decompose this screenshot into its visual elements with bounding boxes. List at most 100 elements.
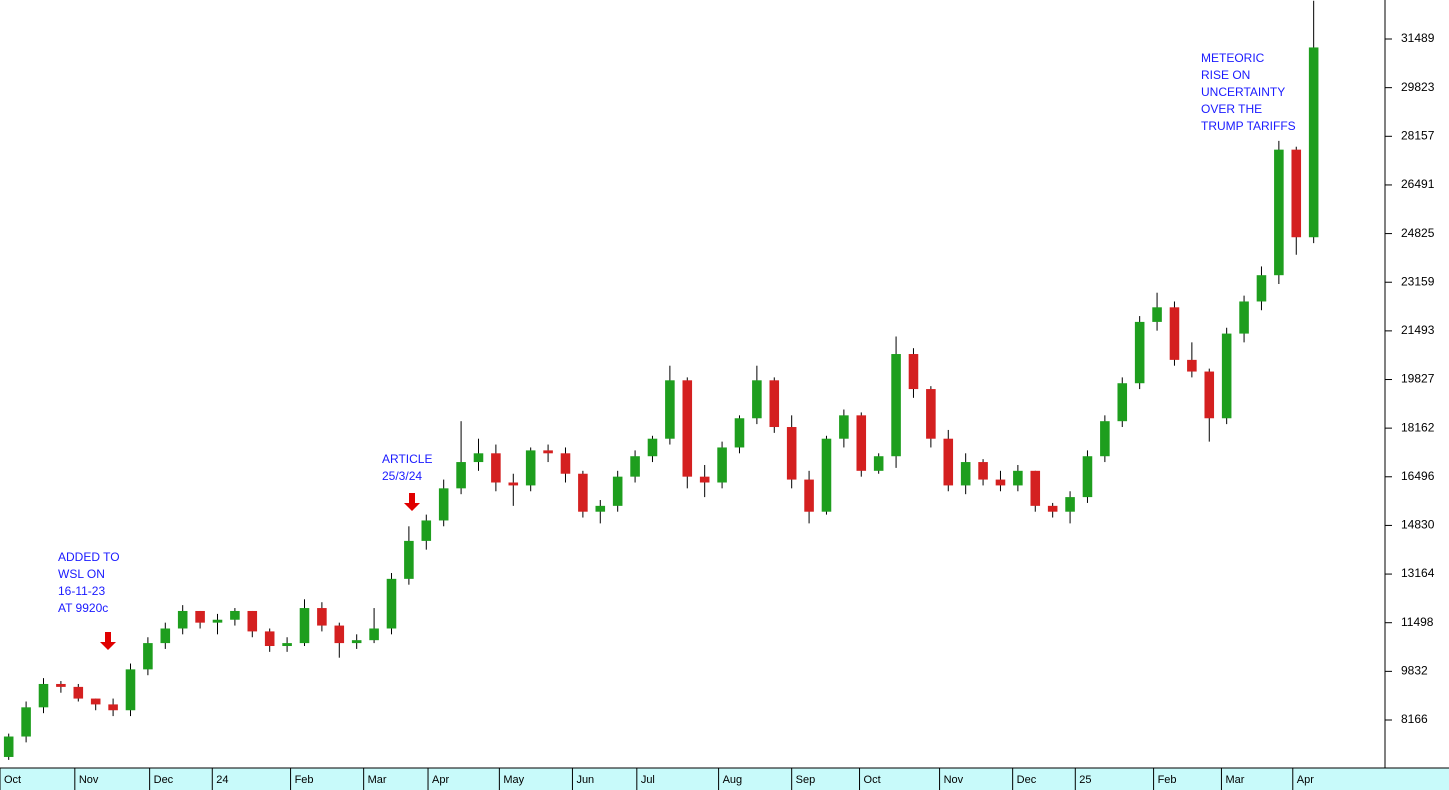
candle-body [873, 456, 884, 471]
candle-body [1082, 456, 1093, 498]
candle-body [1134, 321, 1145, 384]
y-tick-label: 9832 [1401, 664, 1428, 678]
candle-body [560, 453, 571, 474]
candle-body [317, 608, 327, 626]
x-tick-label: Dec [154, 774, 174, 786]
y-tick-label: 24825 [1401, 226, 1435, 240]
candle-body [3, 736, 14, 757]
y-tick-label: 31489 [1401, 31, 1435, 45]
candle-body [995, 479, 1006, 486]
candle-body [1256, 275, 1267, 302]
candle-body [473, 453, 484, 463]
candle-body [282, 643, 292, 647]
candle-body [404, 540, 414, 579]
candle-body [1117, 383, 1128, 422]
candle-body [943, 438, 954, 486]
candle-body [1239, 301, 1249, 334]
candle-body [143, 643, 153, 670]
y-tick-label: 28157 [1401, 128, 1435, 142]
candle-body [299, 608, 310, 644]
candle-body [1013, 470, 1023, 486]
x-tick-label: Dec [1017, 774, 1037, 786]
candle-body [1100, 421, 1110, 457]
y-tick-label: 29823 [1401, 80, 1435, 94]
candle-body [682, 380, 693, 477]
arrow [404, 493, 420, 511]
x-tick-label: Oct [864, 774, 881, 786]
x-tick-label: Feb [1158, 774, 1177, 786]
arrow [100, 632, 116, 650]
candle-body [369, 628, 379, 641]
x-tick-label: Nov [944, 774, 964, 786]
x-tick-label: Oct [4, 774, 21, 786]
candle-body [630, 456, 640, 477]
x-tick-label: Mar [368, 774, 387, 786]
candle-body [177, 610, 188, 629]
annotation-text: METEORIC [1201, 51, 1265, 65]
y-tick-label: 18162 [1401, 420, 1435, 434]
candle-body [769, 380, 780, 428]
x-tick-label: Aug [723, 774, 743, 786]
annotation-text: WSL ON [58, 567, 105, 581]
annotation-text: RISE ON [1201, 68, 1250, 82]
candle-body [595, 505, 606, 512]
x-tick-label: 25 [1079, 774, 1091, 786]
y-tick-label: 26491 [1401, 177, 1435, 191]
candle-body [699, 476, 710, 483]
annotation-text: OVER THE [1201, 102, 1262, 116]
candle-body [56, 683, 66, 687]
candle-body [856, 415, 867, 471]
candle-body [786, 427, 797, 480]
y-tick-label: 13164 [1401, 566, 1435, 580]
x-tick-label: Nov [79, 774, 99, 786]
candle-body [508, 482, 519, 486]
candle-body [926, 389, 936, 439]
x-tick-label: Sep [796, 774, 816, 786]
candle-body [1291, 149, 1302, 238]
candle-body [612, 476, 623, 506]
arrows [100, 493, 420, 650]
y-tick-label: 8166 [1401, 712, 1428, 726]
candle-body [525, 450, 536, 486]
x-tick-label: Apr [1297, 774, 1314, 786]
x-tick-label: Mar [1225, 774, 1244, 786]
candle-body [891, 354, 901, 457]
candle-body [960, 462, 971, 486]
annotation-text: 25/3/24 [382, 469, 422, 483]
y-tick-label: 14830 [1401, 518, 1435, 532]
candle-body [264, 631, 275, 647]
candle-body [125, 669, 136, 711]
candle-body [386, 578, 397, 629]
candle-body [1204, 371, 1215, 419]
candle-body [1308, 47, 1319, 238]
candle-body [421, 520, 432, 541]
annotation-text: ARTICLE [382, 452, 432, 466]
candle-body [1169, 307, 1180, 360]
x-tick-label: 24 [216, 774, 228, 786]
candle-body [456, 462, 466, 489]
candle-body [1274, 149, 1284, 276]
candle-body [491, 453, 501, 483]
annotation-text: ADDED TO [58, 550, 120, 564]
candle-body [839, 415, 849, 439]
candle-body [212, 619, 223, 623]
x-tick-label: May [503, 774, 524, 786]
y-tick-label: 16496 [1401, 469, 1435, 483]
candle-body [1187, 359, 1197, 372]
x-tick-label: Feb [295, 774, 314, 786]
candle-body [108, 704, 118, 711]
candle-body [160, 628, 171, 644]
candle-body [90, 698, 101, 705]
candle-body [1065, 497, 1075, 512]
annotation-text: TRUMP TARIFFS [1201, 119, 1296, 133]
y-tick-label: 23159 [1401, 274, 1435, 288]
candle-body [543, 450, 553, 454]
candle-body [804, 479, 814, 512]
candle-body [752, 380, 762, 419]
candle-body [1221, 333, 1232, 419]
candle-body [578, 473, 588, 512]
candle-body [334, 625, 345, 644]
x-tick-label: Jul [641, 774, 655, 786]
candle-body [665, 380, 675, 439]
